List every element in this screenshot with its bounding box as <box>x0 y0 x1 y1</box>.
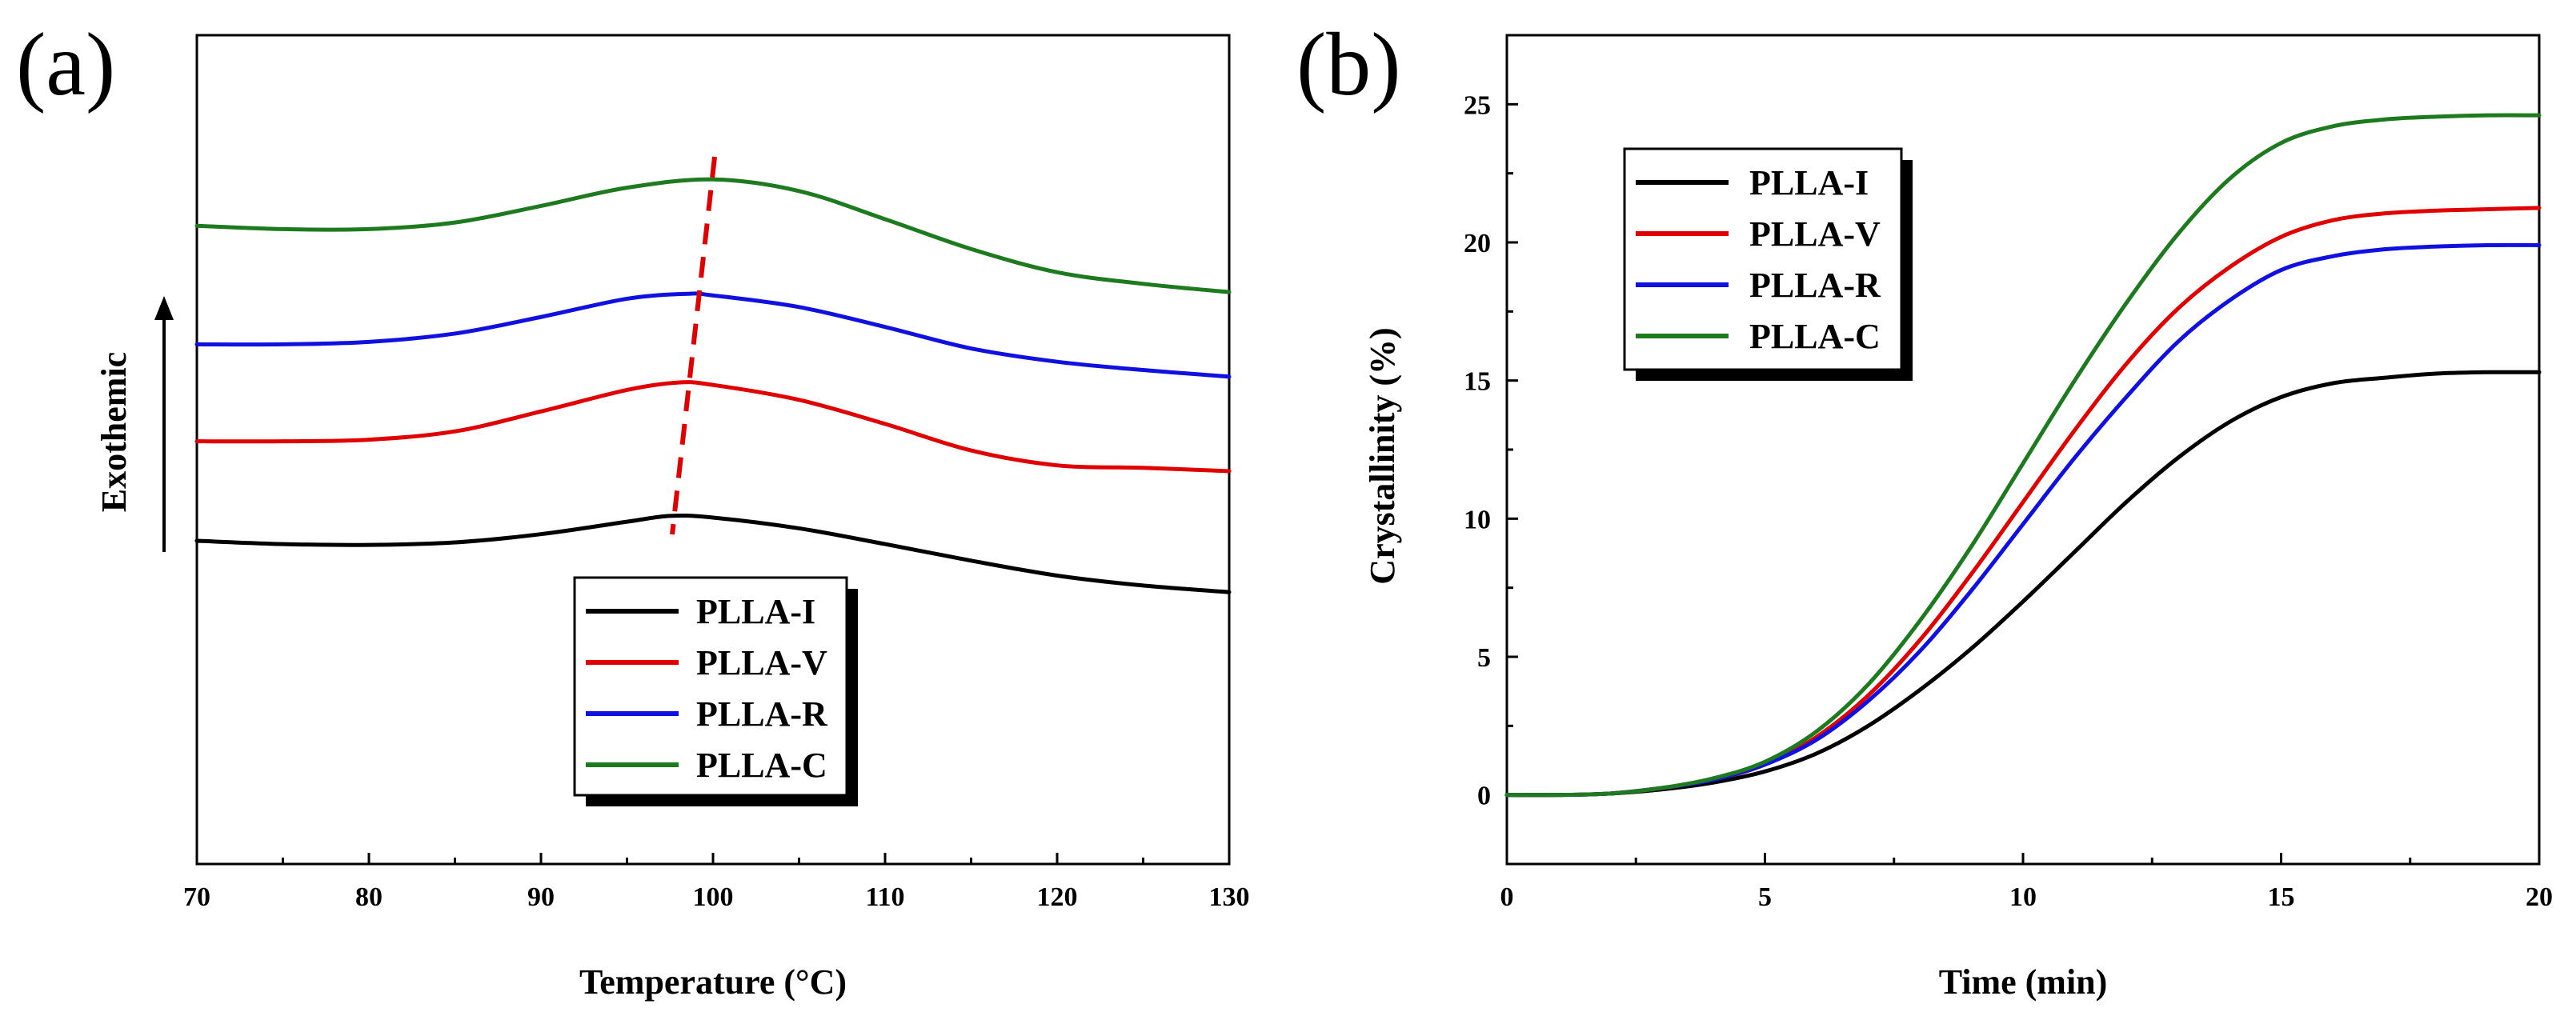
panel-b: (b) 0 5 10 15 20 0 5 10 15 20 25 Crystallinity (%… <box>1296 15 2553 1002</box>
legend-label-plla-v: PLLA-V <box>1749 214 1881 254</box>
panel-a-curves <box>194 177 1232 594</box>
legend-label-plla-c: PLLA-C <box>1749 317 1881 356</box>
x-tick-label: 0 <box>1500 882 1514 912</box>
legend-label-plla-c: PLLA-C <box>696 746 827 785</box>
series-plla-i-line <box>1504 370 2542 798</box>
legend-box <box>573 576 848 797</box>
y-tick-label: 5 <box>1477 643 1491 673</box>
panel-b-curves <box>1504 113 2542 798</box>
legend-label-plla-i: PLLA-I <box>696 592 815 631</box>
series-plla-v-line <box>194 380 1232 474</box>
series-plla-c-line <box>1504 113 2542 798</box>
series-plla-i-line <box>194 513 1232 594</box>
exothermic-arrow-head <box>154 296 174 320</box>
x-tick-label: 100 <box>693 882 734 912</box>
x-tick-label: 20 <box>2526 882 2553 912</box>
panel-b-x-label: Time (min) <box>1939 962 2108 1002</box>
x-tick-label: 80 <box>355 882 383 912</box>
peak-shift-dashed-line <box>670 156 717 535</box>
x-tick-label: 130 <box>1209 882 1250 912</box>
y-tick-label: 20 <box>1464 229 1491 258</box>
x-tick-label: 120 <box>1037 882 1078 912</box>
x-tick-label: 10 <box>2009 882 2037 912</box>
panel-b-label: (b) <box>1296 15 1401 114</box>
panel-b-y-ticks: 0 5 10 15 20 25 <box>1464 90 1518 811</box>
panel-a-x-label: Temperature (°C) <box>579 962 847 1002</box>
legend-label-plla-i: PLLA-I <box>1749 163 1869 202</box>
panel-a-y-label: Exothemic <box>94 352 134 512</box>
x-tick-label: 90 <box>527 882 555 912</box>
y-tick-label: 25 <box>1464 90 1491 120</box>
legend-box <box>1623 147 1903 371</box>
legend-label-plla-r: PLLA-R <box>1749 266 1881 305</box>
panel-a-legend: PLLA-I PLLA-V PLLA-R PLLA-C <box>573 576 858 806</box>
y-tick-label: 15 <box>1464 367 1491 397</box>
panel-b-legend: PLLA-I PLLA-V PLLA-R PLLA-C <box>1623 147 1913 381</box>
series-plla-c-line <box>194 177 1232 294</box>
series-plla-r-line <box>194 291 1232 379</box>
x-tick-label: 70 <box>183 882 210 912</box>
y-tick-label: 10 <box>1464 505 1491 534</box>
legend-label-plla-v: PLLA-V <box>696 643 827 682</box>
panel-b-x-ticks: 0 5 10 15 20 <box>1500 853 2553 912</box>
x-tick-label: 15 <box>2268 882 2295 912</box>
panel-a: (a) 70 80 90 100 110 120 130 Exothemic Tempera… <box>16 15 1250 1002</box>
panel-a-x-ticks: 70 80 90 100 110 120 130 <box>183 853 1250 912</box>
panel-a-label: (a) <box>16 15 115 114</box>
legend-label-plla-r: PLLA-R <box>696 694 828 734</box>
panel-b-y-label: Crystallinity (%) <box>1363 327 1402 584</box>
y-tick-label: 0 <box>1477 782 1491 811</box>
x-tick-label: 110 <box>865 882 904 912</box>
x-tick-label: 5 <box>1758 882 1772 912</box>
